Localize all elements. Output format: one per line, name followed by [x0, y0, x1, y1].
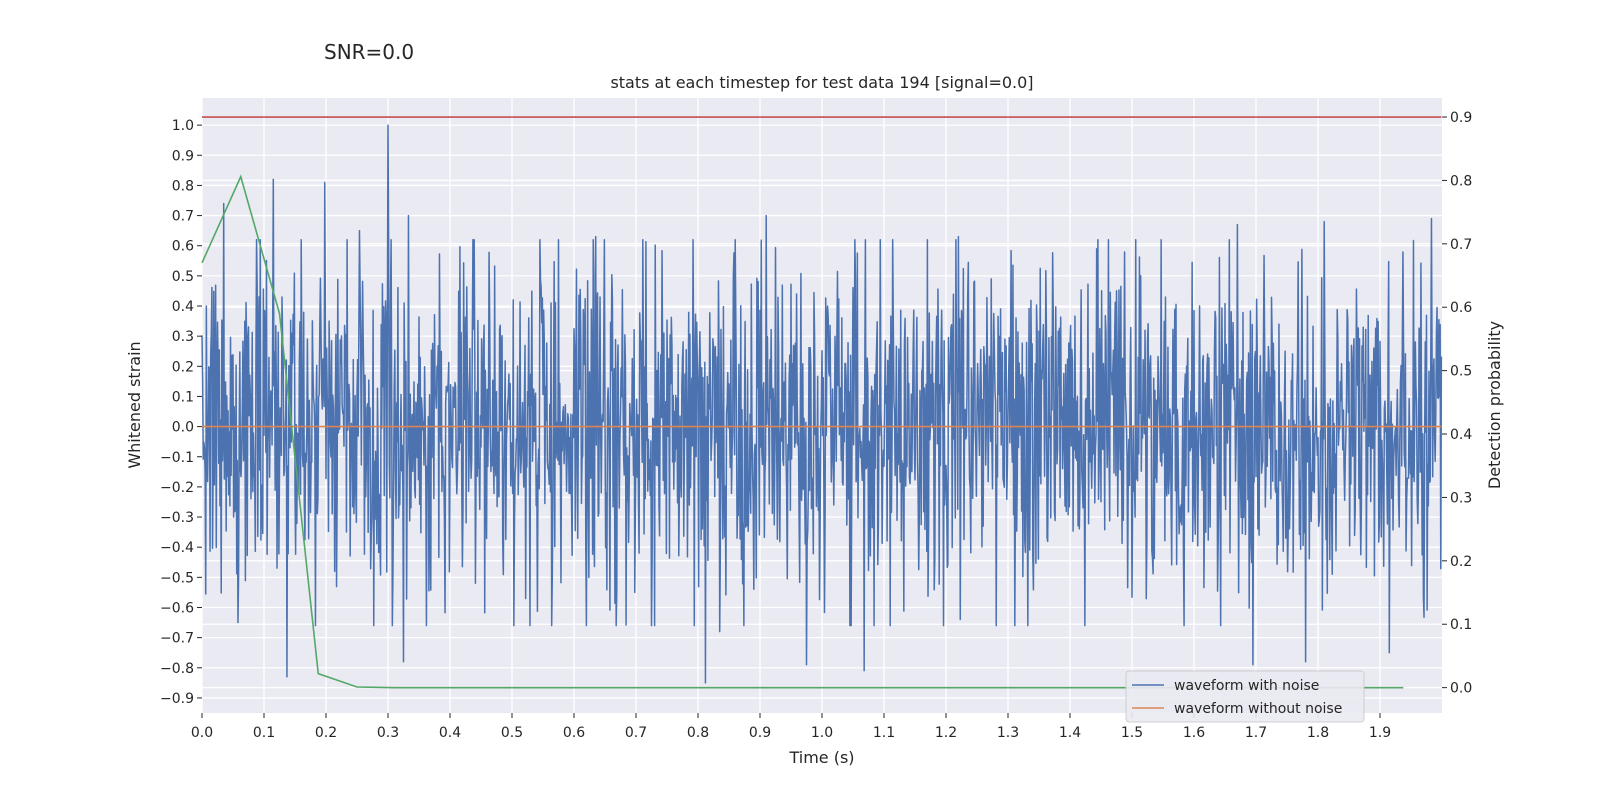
series-waveform-with-noise — [201, 124, 1443, 684]
figure-suptitle: SNR=0.0 — [324, 40, 415, 64]
y-left-tick-label-1: 0.9 — [172, 148, 194, 164]
x-tick-label-5: 0.5 — [501, 725, 523, 741]
x-tick-label-1: 0.1 — [253, 725, 275, 741]
y-right-tick-label-4: 0.5 — [1450, 364, 1472, 380]
x-tick-label-6: 0.6 — [563, 725, 585, 741]
y-left-tick-label-18: −0.8 — [160, 661, 194, 677]
x-tick-label-14: 1.4 — [1059, 725, 1081, 741]
y-left-tick-label-19: −0.9 — [160, 691, 194, 707]
x-tick-label-16: 1.6 — [1183, 725, 1205, 741]
y-right-tick-label-5: 0.4 — [1450, 427, 1472, 443]
y-left-tick-label-9: 0.1 — [172, 389, 194, 405]
x-tick-label-8: 0.8 — [687, 725, 709, 741]
y-right-tick-label-1: 0.8 — [1450, 173, 1472, 189]
x-tick-label-9: 0.9 — [749, 725, 771, 741]
y-right-tick-label-9: 0.0 — [1450, 681, 1472, 697]
y-left-tick-label-14: −0.4 — [160, 540, 194, 556]
series-layer — [201, 116, 1443, 689]
y-axis-left-ticks: 1.0 0.9 0.8 0.7 0.6 0.5 0.4 0.3 0.2 0.1 0.0 −0.1 −0.… — [160, 118, 202, 707]
y-left-tick-label-17: −0.7 — [160, 631, 194, 647]
x-tick-label-2: 0.2 — [315, 725, 337, 741]
x-tick-label-12: 1.2 — [935, 725, 957, 741]
y-left-tick-label-7: 0.3 — [172, 329, 194, 345]
x-tick-label-13: 1.3 — [997, 725, 1019, 741]
x-tick-label-11: 1.1 — [873, 725, 895, 741]
y-right-tick-label-3: 0.6 — [1450, 300, 1472, 316]
y-left-tick-label-15: −0.5 — [160, 570, 194, 586]
y-right-tick-label-6: 0.3 — [1450, 490, 1472, 506]
y-left-tick-label-8: 0.2 — [172, 359, 194, 375]
x-tick-label-3: 0.3 — [377, 725, 399, 741]
y-right-tick-label-7: 0.2 — [1450, 554, 1472, 570]
legend-label-clean: waveform without noise — [1174, 701, 1342, 717]
y-left-tick-label-5: 0.5 — [172, 269, 194, 285]
y-left-tick-label-10: 0.0 — [172, 420, 194, 436]
chart-title: stats at each timestep for test data 194… — [610, 73, 1033, 92]
y-left-tick-label-11: −0.1 — [160, 450, 194, 466]
x-tick-label-15: 1.5 — [1121, 725, 1143, 741]
series-detection-probability — [201, 174, 1404, 689]
y-left-tick-label-2: 0.8 — [172, 178, 194, 194]
x-axis-label: Time (s) — [788, 748, 854, 767]
x-tick-label-4: 0.4 — [439, 725, 461, 741]
y-right-tick-label-8: 0.1 — [1450, 617, 1472, 633]
legend-box — [1125, 670, 1365, 723]
x-tick-label-18: 1.8 — [1307, 725, 1329, 741]
x-tick-label-19: 1.9 — [1369, 725, 1391, 741]
y-axis-left-label: Whitened strain — [125, 341, 144, 468]
y-left-tick-label-12: −0.2 — [160, 480, 194, 496]
y-right-tick-label-2: 0.7 — [1450, 237, 1472, 253]
legend-label-noise: waveform with noise — [1174, 678, 1319, 694]
y-left-tick-label-13: −0.3 — [160, 510, 194, 526]
y-left-tick-label-0: 1.0 — [172, 118, 194, 134]
legend: waveform with noise waveform without noi… — [1125, 670, 1365, 723]
y-left-tick-label-4: 0.6 — [172, 239, 194, 255]
y-left-tick-label-16: −0.6 — [160, 600, 194, 616]
x-tick-label-7: 0.7 — [625, 725, 647, 741]
x-axis-ticks: 0.0 0.1 0.2 0.3 0.4 0.5 0.6 0.7 0.8 0.9 1.0 1.1 1.2 1… — [191, 713, 1391, 741]
x-tick-label-17: 1.7 — [1245, 725, 1267, 741]
y-axis-right-ticks: 0.9 0.8 0.7 0.6 0.5 0.4 0.3 0.2 0.1 0.0 — [1442, 110, 1472, 697]
x-tick-label-0: 0.0 — [191, 725, 213, 741]
y-right-tick-label-0: 0.9 — [1450, 110, 1472, 126]
y-left-tick-label-3: 0.7 — [172, 209, 194, 225]
y-left-tick-label-6: 0.4 — [172, 299, 194, 315]
y-axis-right-label: Detection probability — [1485, 321, 1504, 489]
x-tick-label-10: 1.0 — [811, 725, 833, 741]
